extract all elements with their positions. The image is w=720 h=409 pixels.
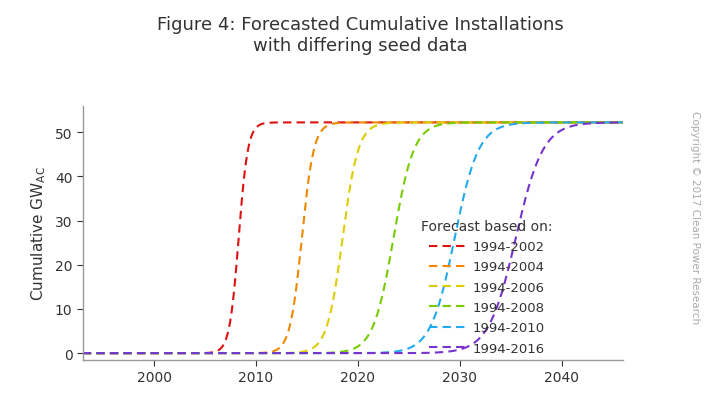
Legend: 1994-2002, 1994-2004, 1994-2006, 1994-2008, 1994-2010, 1994-2016: 1994-2002, 1994-2004, 1994-2006, 1994-20… xyxy=(421,219,553,355)
Text: Figure 4: Forecasted Cumulative Installations
with differing seed data: Figure 4: Forecasted Cumulative Installa… xyxy=(157,16,563,55)
Text: Copyright © 2017 Clean Power Research: Copyright © 2017 Clean Power Research xyxy=(690,110,700,323)
Y-axis label: Cumulative GW$_{\mathregular{AC}}$: Cumulative GW$_{\mathregular{AC}}$ xyxy=(29,166,48,301)
